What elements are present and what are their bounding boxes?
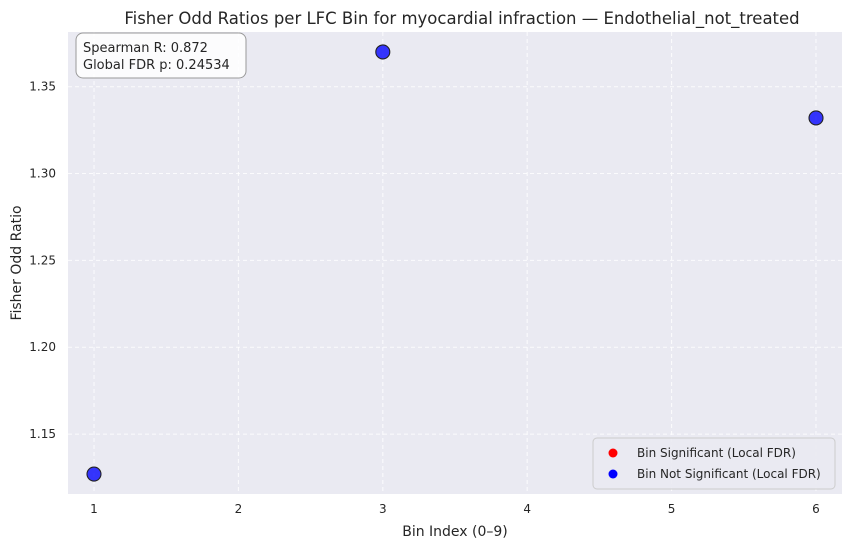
- y-tick-label: 1.30: [29, 167, 56, 181]
- legend: Bin Significant (Local FDR) Bin Not Sign…: [592, 437, 836, 490]
- spearman-text: Spearman R: 0.872: [83, 41, 208, 56]
- x-tick-label: 1: [90, 502, 98, 516]
- y-tick-label: 1.15: [29, 427, 56, 441]
- legend-marker-not-significant: [608, 469, 618, 479]
- data-point: [808, 110, 824, 126]
- x-axis-label: Bin Index (0–9): [402, 524, 508, 540]
- chart-title: Fisher Odd Ratios per LFC Bin for myocar…: [124, 9, 799, 29]
- x-axis-ticks: 1 2 3 4 5 6: [90, 502, 820, 516]
- legend-label-significant: Bin Significant (Local FDR): [637, 446, 796, 460]
- data-points: [86, 44, 824, 482]
- legend-label-not-significant: Bin Not Significant (Local FDR): [637, 467, 821, 481]
- stats-annotation-box: [75, 32, 247, 79]
- data-point: [375, 44, 391, 60]
- stats-annotation: Spearman R: 0.872 Global FDR p: 0.24534: [75, 32, 247, 79]
- x-tick-label: 6: [812, 502, 820, 516]
- y-axis-ticks: 1.15 1.20 1.25 1.30 1.35: [29, 80, 56, 441]
- legend-box: [592, 437, 836, 490]
- x-tick-label: 3: [379, 502, 387, 516]
- legend-marker-significant: [608, 448, 618, 458]
- data-point: [86, 466, 102, 482]
- y-tick-label: 1.20: [29, 340, 56, 354]
- global-fdr-text: Global FDR p: 0.24534: [83, 58, 230, 73]
- y-axis-label: Fisher Odd Ratio: [9, 205, 25, 320]
- x-tick-label: 4: [523, 502, 531, 516]
- x-tick-label: 5: [668, 502, 676, 516]
- x-tick-label: 2: [235, 502, 243, 516]
- y-tick-label: 1.25: [29, 253, 56, 267]
- grid: [68, 32, 842, 494]
- y-tick-label: 1.35: [29, 80, 56, 94]
- plot-area: [68, 32, 842, 494]
